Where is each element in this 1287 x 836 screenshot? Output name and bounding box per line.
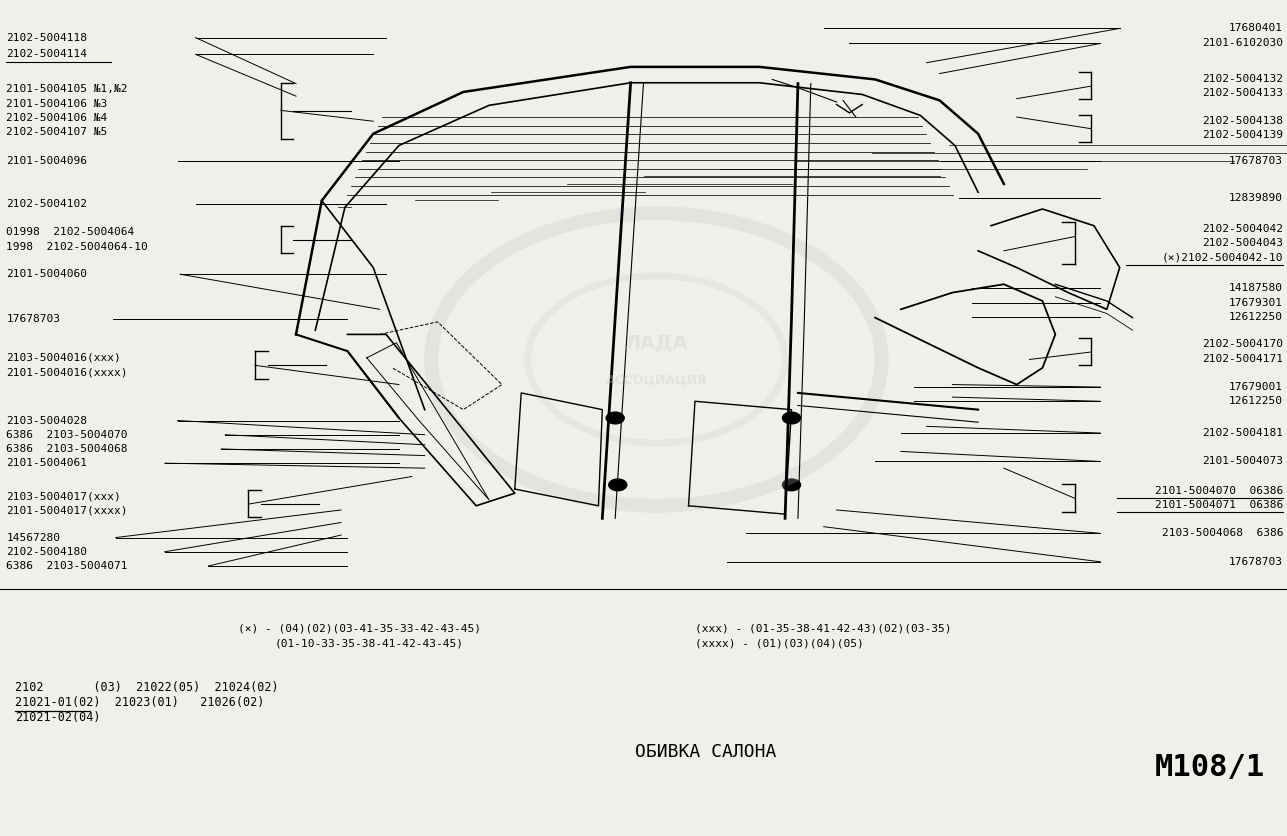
Text: 2102-5004170: 2102-5004170 [1202, 339, 1283, 349]
Text: (×) - (04)(02)(03-41-35-33-42-43-45): (×) - (04)(02)(03-41-35-33-42-43-45) [238, 624, 481, 634]
Text: 14187580: 14187580 [1229, 283, 1283, 293]
Text: 14567280: 14567280 [6, 533, 60, 543]
Text: 2102-5004042: 2102-5004042 [1202, 224, 1283, 234]
Text: 17678703: 17678703 [1229, 155, 1283, 166]
Text: 2102-5004043: 2102-5004043 [1202, 238, 1283, 248]
Text: 2102-5004102: 2102-5004102 [6, 199, 88, 209]
Text: 2102-5004180: 2102-5004180 [6, 547, 88, 557]
Text: 2101-6102030: 2101-6102030 [1202, 38, 1283, 48]
Text: 17678703: 17678703 [6, 314, 60, 324]
Text: 2103-5004016(ххх): 2103-5004016(ххх) [6, 353, 121, 363]
Text: АССОЦИАЦИЯ: АССОЦИАЦИЯ [606, 374, 707, 387]
Text: 2102-5004139: 2102-5004139 [1202, 130, 1283, 140]
Text: 2102-5004114: 2102-5004114 [6, 49, 88, 59]
Text: (×)2102-5004042-10: (×)2102-5004042-10 [1162, 252, 1283, 263]
Text: 12612250: 12612250 [1229, 396, 1283, 406]
Text: 12612250: 12612250 [1229, 312, 1283, 322]
Text: 21021-01(02)  21023(01)   21026(02): 21021-01(02) 21023(01) 21026(02) [15, 696, 265, 709]
Text: 2102       (03)  21022(05)  21024(02): 2102 (03) 21022(05) 21024(02) [15, 681, 279, 694]
Circle shape [782, 479, 801, 491]
Text: 2101-5004096: 2101-5004096 [6, 155, 88, 166]
Text: 2102-5004118: 2102-5004118 [6, 33, 88, 43]
Text: 2101-5004070  06386: 2101-5004070 06386 [1154, 486, 1283, 496]
Text: 21021-02(04): 21021-02(04) [15, 711, 100, 724]
Text: 2103-5004068  6386: 2103-5004068 6386 [1162, 528, 1283, 538]
Text: 2102-5004171: 2102-5004171 [1202, 354, 1283, 364]
Text: 1998  2102-5004064-10: 1998 2102-5004064-10 [6, 242, 148, 252]
Text: 17679301: 17679301 [1229, 298, 1283, 308]
Text: 2102-5004133: 2102-5004133 [1202, 88, 1283, 98]
Text: 2101-5004016(хххх): 2101-5004016(хххх) [6, 367, 127, 377]
Text: 2102-5004106 №4: 2102-5004106 №4 [6, 113, 108, 123]
Text: 2101-5004105 №1,№2: 2101-5004105 №1,№2 [6, 84, 127, 94]
Text: 6386  2103-5004070: 6386 2103-5004070 [6, 430, 127, 440]
Circle shape [782, 412, 801, 424]
Text: 2103-5004017(ххх): 2103-5004017(ххх) [6, 492, 121, 502]
Text: 17680401: 17680401 [1229, 23, 1283, 33]
Text: 17678703: 17678703 [1229, 557, 1283, 567]
Text: 2101-5004106 №3: 2101-5004106 №3 [6, 99, 108, 109]
Text: 17679001: 17679001 [1229, 382, 1283, 392]
Circle shape [606, 412, 624, 424]
Text: 2102-5004132: 2102-5004132 [1202, 74, 1283, 84]
Text: 12839890: 12839890 [1229, 193, 1283, 203]
Text: 6386  2103-5004071: 6386 2103-5004071 [6, 561, 127, 571]
Circle shape [609, 479, 627, 491]
Text: 2103-5004028: 2103-5004028 [6, 415, 88, 426]
Text: (ххх) - (01-35-38-41-42-43)(02)(03-35): (ххх) - (01-35-38-41-42-43)(02)(03-35) [695, 624, 951, 634]
Text: 2101-5004060: 2101-5004060 [6, 269, 88, 279]
Text: 2101-5004061: 2101-5004061 [6, 458, 88, 468]
Text: 2102-5004181: 2102-5004181 [1202, 428, 1283, 438]
Text: ОБИВКА САЛОНА: ОБИВКА САЛОНА [634, 743, 776, 762]
Text: 2102-5004107 №5: 2102-5004107 №5 [6, 127, 108, 137]
Text: 01998  2102-5004064: 01998 2102-5004064 [6, 227, 135, 237]
Text: М108/1: М108/1 [1154, 753, 1265, 782]
Text: (01-10-33-35-38-41-42-43-45): (01-10-33-35-38-41-42-43-45) [274, 639, 463, 649]
Text: 2101-5004071  06386: 2101-5004071 06386 [1154, 500, 1283, 510]
Text: (хххх) - (01)(03)(04)(05): (хххх) - (01)(03)(04)(05) [695, 639, 864, 649]
Text: 6386  2103-5004068: 6386 2103-5004068 [6, 444, 127, 454]
Text: ЛАДА: ЛАДА [624, 334, 689, 352]
Text: 2101-5004073: 2101-5004073 [1202, 456, 1283, 466]
Text: 2101-5004017(хххх): 2101-5004017(хххх) [6, 506, 127, 516]
Text: 2102-5004138: 2102-5004138 [1202, 116, 1283, 126]
